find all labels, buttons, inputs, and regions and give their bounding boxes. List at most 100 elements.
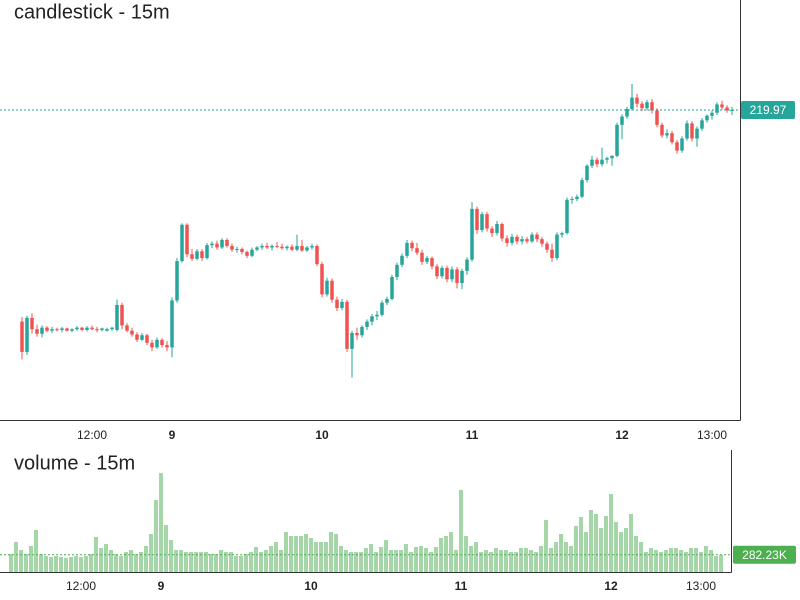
candle-body: [120, 304, 124, 326]
x-tick-label: 11: [466, 428, 479, 442]
candle-body: [350, 332, 354, 349]
candle-body: [275, 245, 279, 247]
volume-bar: [684, 551, 688, 572]
volume-bar: [59, 556, 63, 572]
volume-bar: [219, 549, 223, 572]
volume-bar: [409, 551, 413, 572]
volume-bar: [584, 531, 588, 572]
volume-bar: [99, 547, 103, 572]
x-tick-label: 12: [615, 428, 629, 442]
volume-bar: [104, 543, 108, 572]
volume-bar: [529, 549, 533, 572]
last-price-box: [741, 100, 795, 119]
volume-bar: [44, 555, 48, 572]
volume-bar: [314, 541, 318, 572]
candle-body: [240, 248, 244, 252]
candle-body: [595, 159, 599, 165]
volume-bar: [329, 531, 333, 572]
volume-bar: [284, 531, 288, 572]
candle-body: [430, 258, 434, 267]
candle-body: [405, 242, 409, 256]
candle-body: [585, 165, 589, 181]
candle-body: [245, 252, 249, 256]
candle-body: [385, 298, 389, 303]
candle-body: [35, 329, 39, 334]
volume-bar: [79, 556, 83, 572]
candle-body: [315, 245, 319, 265]
candle-body: [535, 234, 539, 240]
candle-body: [500, 224, 504, 239]
volume-bar: [399, 549, 403, 572]
candle-body: [465, 259, 469, 271]
candle-body: [355, 332, 359, 336]
x-tick-label: 13:00: [697, 428, 727, 442]
volume-bar: [309, 537, 313, 572]
candle-body: [710, 112, 714, 116]
volume-bar: [384, 539, 388, 572]
candle-body: [305, 247, 309, 251]
candle-body: [25, 317, 29, 352]
candle-body: [335, 299, 339, 308]
candle-body: [675, 142, 679, 151]
volume-bar: [634, 535, 638, 572]
volume-bar: [344, 549, 348, 572]
volume-bar: [579, 516, 583, 572]
volume-bar: [229, 551, 233, 572]
candle-body: [100, 328, 104, 330]
volume-bar: [224, 551, 228, 572]
volume-bar: [674, 547, 678, 572]
candle-body: [455, 269, 459, 284]
volume-bar: [289, 535, 293, 572]
candle-body: [345, 301, 349, 349]
last-price-label: 219.97: [750, 103, 787, 117]
candle-body: [180, 224, 184, 262]
volume-bar: [574, 525, 578, 572]
candle-body: [45, 327, 49, 331]
volume-bar: [269, 545, 273, 572]
volume-bar: [109, 549, 113, 572]
volume-bar: [14, 541, 18, 572]
volume-bar: [264, 549, 268, 572]
candle-body: [295, 245, 299, 250]
volume-bar: [349, 551, 353, 572]
candle-body: [220, 239, 224, 248]
volume-bar: [129, 549, 133, 572]
candle-body: [415, 248, 419, 253]
volume-bar: [419, 545, 423, 572]
volume-bar: [334, 533, 338, 572]
candle-body: [130, 330, 134, 335]
volume-bar: [389, 549, 393, 572]
volume-bar: [24, 553, 28, 572]
volume-bar: [544, 519, 548, 572]
candle-body: [550, 249, 554, 259]
volume-bar: [429, 551, 433, 572]
volume-bar: [324, 541, 328, 572]
volume-bar: [609, 493, 613, 572]
candle-body: [320, 264, 324, 295]
candle-body: [665, 133, 669, 136]
volume-title: volume - 15m: [14, 452, 135, 474]
volume-bar: [74, 555, 78, 572]
candle-body: [440, 267, 444, 277]
volume-bar: [159, 472, 163, 572]
volume-bar: [19, 549, 23, 572]
candle-body: [125, 325, 129, 331]
volume-bar: [699, 551, 703, 572]
x-tick-label: 12: [604, 579, 618, 593]
candle-body: [60, 328, 64, 330]
volume-bar: [484, 549, 488, 572]
candle-body: [135, 334, 139, 340]
volume-bar: [414, 546, 418, 572]
candle-body: [420, 252, 424, 262]
candle-body: [555, 234, 559, 259]
candle-body: [75, 327, 79, 330]
volume-bar: [509, 551, 513, 572]
candle-body: [235, 248, 239, 250]
volume-bar: [569, 545, 573, 572]
candle-body: [285, 246, 289, 249]
volume-bar: [664, 549, 668, 572]
candle-body: [65, 328, 69, 331]
volume-bar: [249, 551, 253, 572]
volume-bar: [629, 513, 633, 572]
